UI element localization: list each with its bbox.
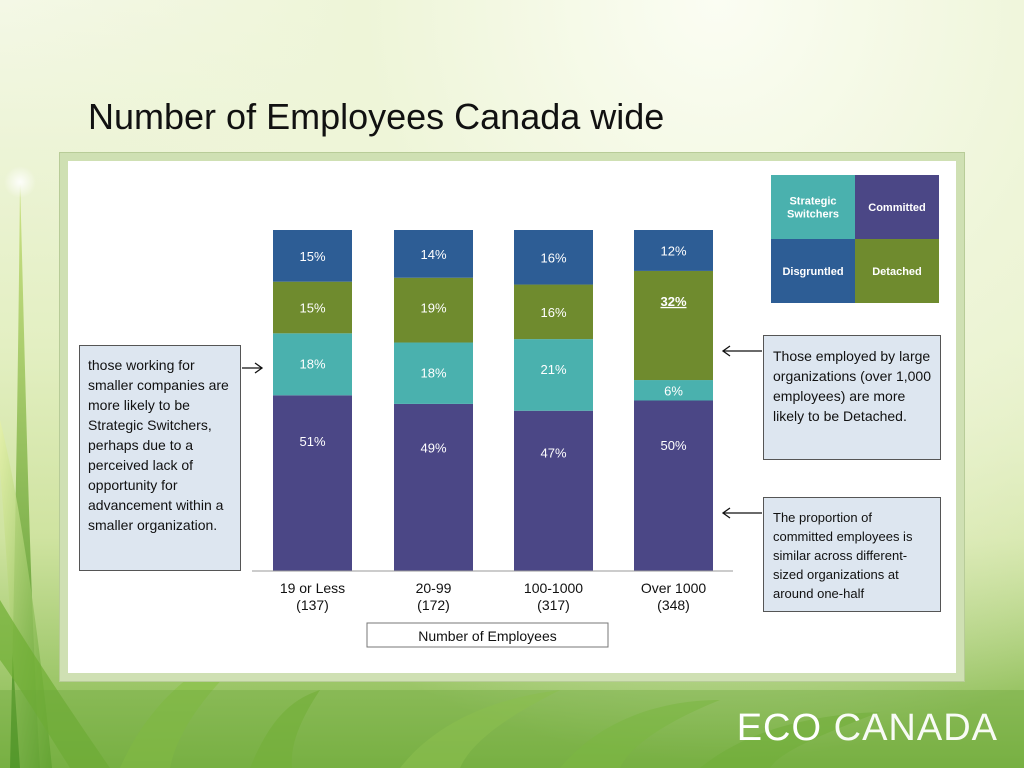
- legend-label-strategic-switchers-line-1: Strategic: [789, 196, 836, 208]
- labels-layer: 51% 18% 15% 15% 49% 18% 19% 14% 47% 21% 16% 16% 50% 6…: [299, 243, 686, 460]
- legend-label-detached: Detached: [872, 266, 922, 278]
- arrow-detached-note: [721, 345, 762, 357]
- note-strategic-switchers: those working for smaller companies are …: [79, 345, 241, 571]
- label-20-99-strategic-switchers: 18%: [420, 366, 446, 381]
- bar-19-or-less-committed: [273, 395, 352, 571]
- bar-over-1000-strategic-switchers: [634, 380, 713, 401]
- bar-100-1000-detached: [514, 284, 593, 340]
- label-over-1000-detached: 32%: [660, 294, 686, 309]
- note-committed: The proportion of committed employees is…: [763, 497, 941, 612]
- bar-20-99-strategic-switchers: [394, 342, 473, 404]
- x-tick-100-1000: 100-1000: [524, 580, 583, 596]
- x-tick-count-100-1000: (317): [537, 597, 570, 613]
- x-tick-over-1000: Over 1000: [641, 580, 707, 596]
- x-tick-count-20-99: (172): [417, 597, 450, 613]
- bar-20-99-disgruntled: [394, 230, 473, 278]
- brand-part-2: CANADA: [833, 707, 998, 749]
- label-20-99-disgruntled: 14%: [420, 247, 446, 262]
- label-100-1000-strategic-switchers: 21%: [540, 362, 566, 377]
- bar-19-or-less-detached: [273, 281, 352, 334]
- x-tick-20-99: 20-99: [416, 580, 452, 596]
- bar-over-1000-disgruntled: [634, 230, 713, 271]
- label-over-1000-strategic-switchers: 6%: [664, 383, 683, 398]
- legend-label-disgruntled: Disgruntled: [782, 266, 843, 278]
- bar-19-or-less-strategic-switchers: [273, 333, 352, 396]
- legend-swatch-committed: [855, 175, 939, 239]
- legend-swatch-strategic-switchers: [771, 175, 855, 239]
- x-axis-title-box: [366, 622, 609, 648]
- legend-label-strategic-switchers-line-2: Switchers: [787, 209, 839, 221]
- bar-100-1000-committed: [514, 410, 593, 571]
- x-axis: 19 or Less(137) 20-99(172) 100-1000(317) Ov…: [280, 580, 707, 613]
- arrow-committed-note: [721, 507, 762, 519]
- label-100-1000-committed: 47%: [540, 445, 566, 460]
- bar-20-99-committed: [394, 403, 473, 571]
- legend-swatch-detached: [855, 239, 939, 303]
- bar-100-1000-strategic-switchers: [514, 339, 593, 411]
- bars-layer: [273, 230, 713, 571]
- label-20-99-detached: 19%: [420, 301, 446, 316]
- bar-100-1000-disgruntled: [514, 230, 593, 285]
- bar-20-99-detached: [394, 277, 473, 343]
- x-tick-19-or-less: 19 or Less: [280, 580, 345, 596]
- x-axis-title: Number of Employees: [418, 628, 557, 644]
- brand-part-1: ECO: [736, 707, 823, 749]
- label-19-or-less-committed: 51%: [299, 434, 325, 449]
- bar-19-or-less-disgruntled: [273, 230, 352, 282]
- slide-title: Number of Employees Canada wide: [88, 96, 665, 137]
- legend-swatch-disgruntled: [771, 239, 855, 303]
- label-over-1000-disgruntled: 12%: [660, 243, 686, 258]
- arrow-left-note: [242, 362, 264, 374]
- legend-label-committed: Committed: [868, 202, 925, 214]
- label-over-1000-committed: 50%: [660, 438, 686, 453]
- label-20-99-committed: 49%: [420, 440, 446, 455]
- bar-over-1000-detached: [634, 270, 713, 381]
- eco-canada-logo: ECO CANADA: [737, 707, 998, 750]
- label-19-or-less-disgruntled: 15%: [299, 249, 325, 264]
- x-tick-count-19-or-less: (137): [296, 597, 329, 613]
- label-100-1000-disgruntled: 16%: [540, 250, 566, 265]
- note-detached: Those employed by large organizations (o…: [763, 335, 941, 460]
- label-19-or-less-strategic-switchers: 18%: [299, 356, 325, 371]
- bar-over-1000-committed: [634, 400, 713, 571]
- x-tick-count-over-1000: (348): [657, 597, 690, 613]
- label-19-or-less-detached: 15%: [299, 301, 325, 316]
- label-100-1000-detached: 16%: [540, 305, 566, 320]
